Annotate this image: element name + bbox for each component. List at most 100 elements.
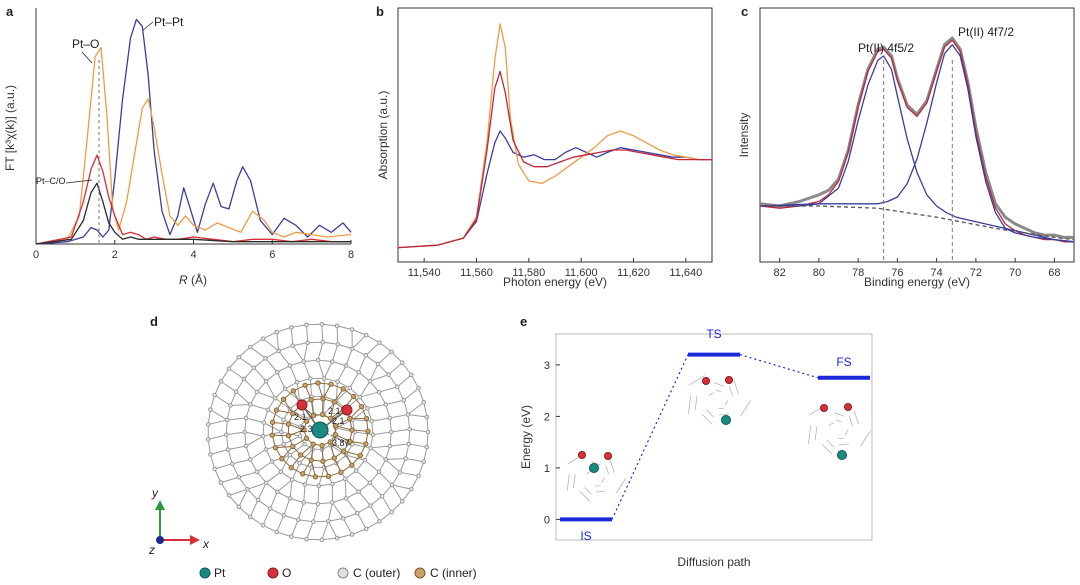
lattice-bond (591, 461, 601, 466)
carbon-atom (263, 356, 268, 361)
cage-bond (247, 488, 259, 501)
carbon-atom (289, 477, 295, 482)
cage-bond (220, 380, 237, 393)
cage-bond (257, 482, 267, 501)
cage-bond (247, 482, 267, 490)
cage-bond (352, 419, 372, 422)
cage-bond (317, 501, 333, 505)
cage-bond (304, 467, 313, 485)
legend-o-label: O (282, 566, 291, 580)
legend-c-outer-label: C (outer) (353, 566, 400, 580)
panel-a: a 0 2 4 6 8 FT [k³χ(k)] (a.u.) R (Å) Pt–O Pt… (3, 4, 354, 287)
carbon-atom (305, 340, 310, 346)
panel-e-ylabel: Energy (eV) (519, 405, 533, 469)
carbon-atom (241, 376, 247, 382)
carbon-atom (389, 429, 394, 435)
carbon-atom (335, 341, 341, 347)
cage-bond (306, 324, 309, 343)
cage-bond (303, 361, 311, 379)
panel-e-structure-insets (566, 375, 871, 502)
x-tick-label: 74 (931, 267, 943, 279)
carbon-atom (408, 372, 414, 378)
cage-bond (407, 401, 425, 415)
cage-bond (290, 327, 294, 346)
cage-bond (289, 365, 298, 383)
cage-bond (245, 445, 251, 460)
carbon-atom (205, 437, 211, 442)
carbon-atom (357, 394, 363, 400)
panel-b-xlabel: Photon energy (eV) (503, 275, 607, 289)
panel-a-ticks: 0 2 4 6 8 (33, 240, 354, 261)
carbon-atom (289, 534, 294, 539)
cage-bond (256, 380, 267, 393)
carbon-atom (295, 517, 301, 523)
cage-bond (391, 484, 403, 502)
cage-bond (423, 402, 428, 418)
cage-bond (291, 536, 307, 540)
cage-bond (256, 461, 273, 473)
cage-bond (335, 425, 353, 431)
cage-bond (351, 334, 367, 350)
cage-bond (303, 359, 319, 363)
cage-bond (343, 512, 358, 519)
carbon-atom (356, 369, 362, 375)
carbon-atom (368, 445, 373, 451)
panel-c-frame (759, 7, 1075, 263)
carbon-atom (297, 433, 303, 439)
carbon-atom (301, 427, 307, 433)
cage-bond (250, 338, 264, 348)
carbon-atom (287, 496, 293, 501)
cage-bond (265, 358, 278, 373)
cage-bond (283, 498, 291, 516)
cage-bond (243, 378, 258, 393)
carbon-atom (368, 503, 373, 508)
carbon-atom (282, 386, 288, 392)
cage-bond (405, 443, 410, 459)
carbon-atom (260, 523, 266, 528)
cage-bond (343, 450, 361, 456)
panel-e-ticks: 0 1 2 3 (544, 360, 560, 526)
carbon-atom (290, 343, 296, 348)
cage-bond (359, 391, 380, 398)
carbon-atom (310, 519, 316, 525)
carbon-atom (272, 444, 279, 451)
carbon-atom (276, 348, 281, 354)
carbon-atom (377, 340, 382, 345)
cage-bond (327, 502, 333, 522)
lattice-bond (826, 439, 834, 448)
carbon-atom (274, 369, 280, 375)
cage-bond (365, 342, 380, 356)
carbon-atom (325, 473, 332, 479)
carbon-atom (331, 455, 337, 461)
cage-bond (364, 459, 380, 473)
legend-c-inner-label: C (inner) (430, 566, 477, 580)
cage-bond (352, 407, 368, 421)
carbon-atom (245, 487, 250, 492)
carbon-atom (353, 468, 359, 474)
cage-bond (312, 503, 319, 522)
carbon-atom (226, 493, 232, 498)
carbon-atom (281, 441, 286, 447)
carbon-atom (269, 419, 276, 426)
carbon-atom (288, 464, 294, 471)
carbon-atom (330, 481, 335, 487)
cage-bond (309, 378, 313, 397)
cage-bond (356, 512, 367, 530)
cage-bond (369, 363, 379, 382)
z-axis-label: z (148, 543, 155, 557)
cage-bond (391, 484, 412, 490)
lattice-bond (579, 491, 590, 502)
cage-bond (335, 381, 339, 401)
cage-bond (408, 443, 428, 448)
panel-d-letter: d (150, 314, 158, 329)
lattice-bond (860, 430, 871, 447)
cage-bond (306, 521, 314, 540)
series-line-pt-ii-4f7-2-component (759, 44, 1075, 243)
panel-b: b 11,540 11,560 11,580 11,600 11,620 11,640 A… (376, 4, 713, 289)
cage-bond (396, 374, 412, 388)
cage-bond (358, 371, 371, 382)
carbon-atom (319, 411, 326, 418)
carbon-atom (302, 382, 308, 388)
cage-bond (407, 414, 411, 430)
cage-bond (265, 471, 282, 484)
